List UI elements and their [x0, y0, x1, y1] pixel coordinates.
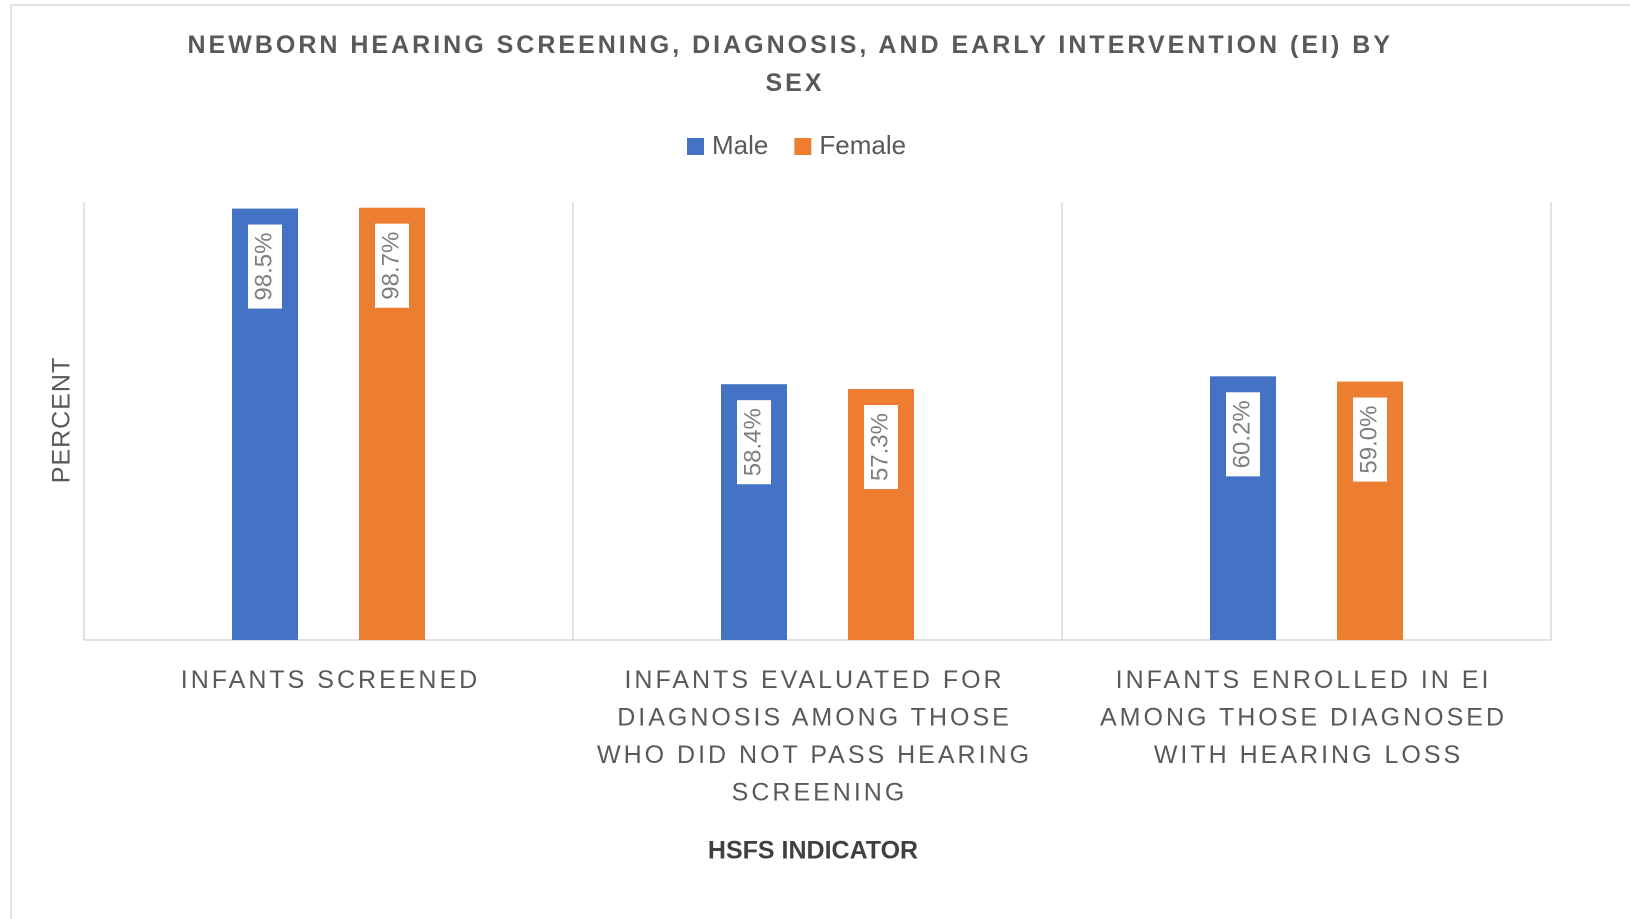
legend-label: Male: [712, 130, 768, 160]
x-axis-label: HSFS INDICATOR: [708, 837, 918, 865]
y-axis-label: PERCENT: [48, 357, 76, 483]
chart-frame: [10, 4, 1630, 919]
legend-label: Female: [819, 130, 906, 160]
value-label: 58.4%: [739, 408, 766, 476]
value-label: 98.5%: [250, 233, 277, 301]
value-label-box: [1353, 397, 1387, 482]
value-label: 59.0%: [1355, 406, 1382, 474]
value-label: 98.7%: [377, 232, 404, 300]
value-label-group: 57.3%: [864, 404, 898, 490]
value-label-group: 98.5%: [248, 224, 282, 309]
value-label-group: 59.0%: [1353, 397, 1387, 482]
value-label-box: [737, 400, 771, 485]
value-label-box: [1226, 392, 1260, 477]
value-label-group: 98.7%: [375, 223, 409, 308]
value-label-group: 58.4%: [737, 400, 771, 485]
value-label-box: [248, 224, 282, 309]
value-label: 57.3%: [866, 413, 893, 481]
legend-swatch: [687, 138, 704, 155]
x-tick-label: INFANTS ENROLLED IN EI AMONG THOSE DIAGN…: [1100, 666, 1517, 769]
x-tick-label: INFANTS EVALUATED FOR DIAGNOSIS AMONG TH…: [597, 666, 1042, 807]
value-label-box: [864, 404, 898, 490]
legend-swatch: [794, 138, 812, 155]
value-label-box: [375, 223, 409, 308]
value-label: 60.2%: [1228, 400, 1255, 468]
chart-title: NEWBORN HEARING SCREENING, DIAGNOSIS, AN…: [188, 31, 1403, 97]
x-tick-label: INFANTS SCREENED: [181, 666, 480, 694]
value-label-group: 60.2%: [1226, 392, 1260, 477]
